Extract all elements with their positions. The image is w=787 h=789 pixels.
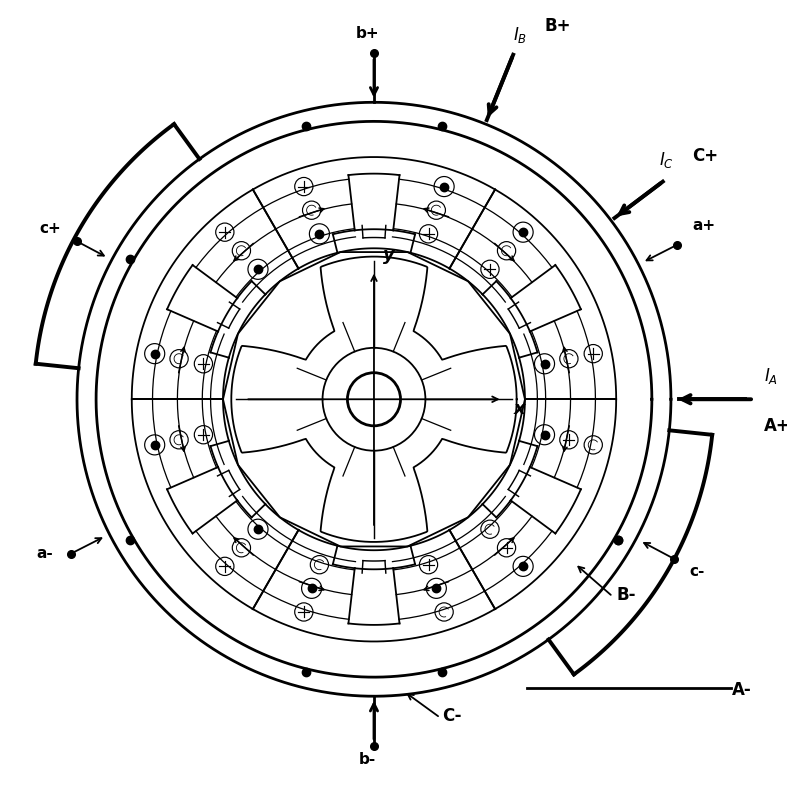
Text: c-: c- [689,563,704,578]
Text: A+: A+ [764,417,787,435]
Text: $\bfit{x}$: $\bfit{x}$ [512,400,527,418]
Text: b-: b- [359,752,376,767]
Text: b+: b+ [356,25,379,40]
Text: B-: B- [616,586,636,604]
Text: $\bfit{y}$: $\bfit{y}$ [382,248,397,266]
Text: B+: B+ [545,17,571,36]
Text: C+: C+ [692,147,718,165]
Text: C-: C- [442,707,461,725]
Text: $I_B$: $I_B$ [513,24,527,45]
Text: $I_A$: $I_A$ [764,366,778,386]
Text: a+: a+ [692,218,715,233]
Text: c+: c+ [39,221,61,236]
Text: a-: a- [36,546,53,561]
Text: $I_C$: $I_C$ [659,150,674,170]
Text: A-: A- [733,681,752,698]
